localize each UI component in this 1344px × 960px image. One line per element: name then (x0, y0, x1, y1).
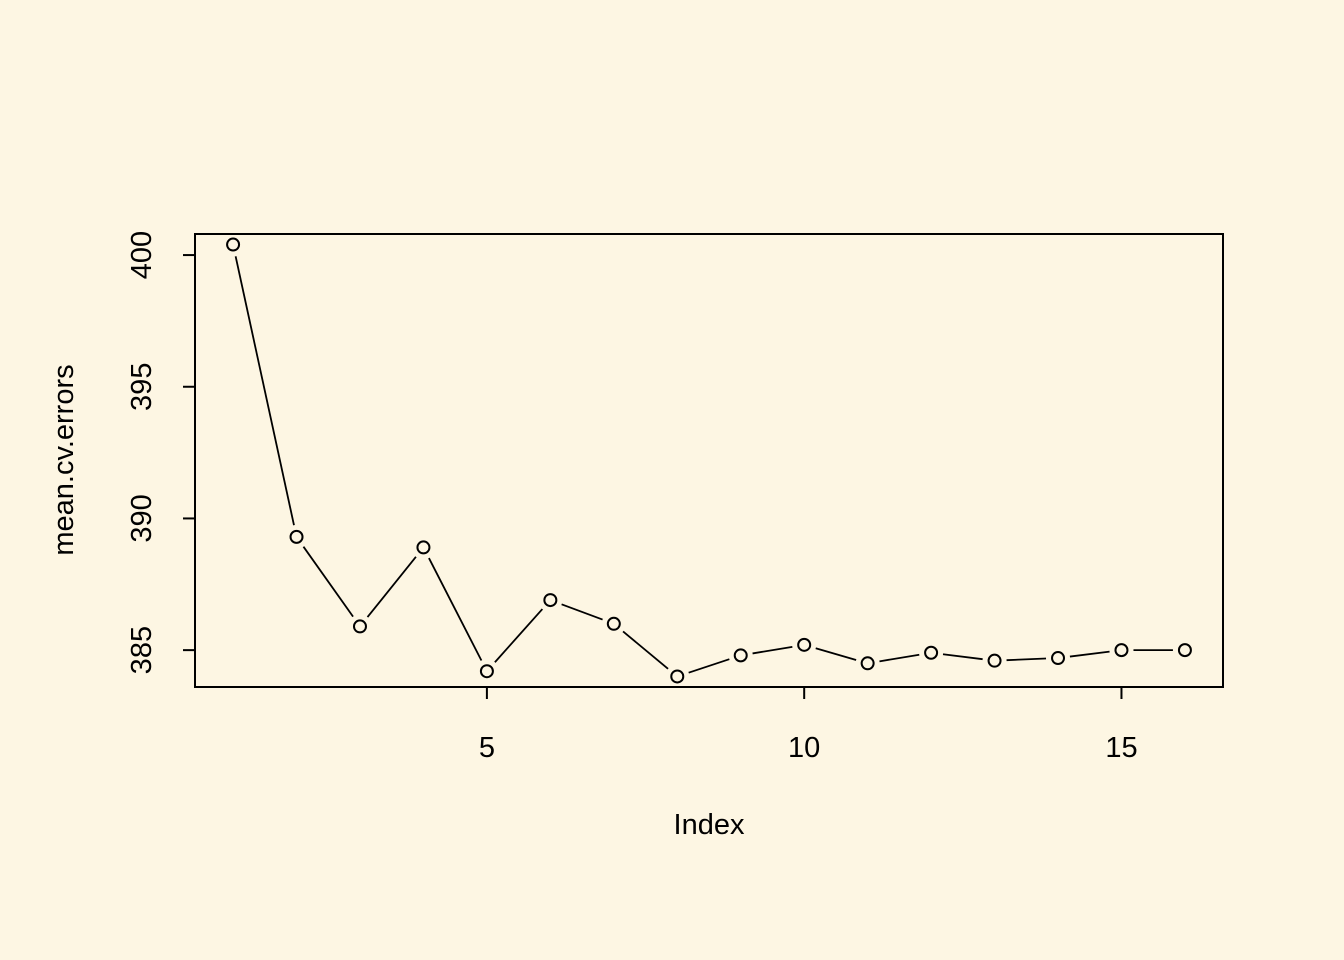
series-segment (879, 653, 920, 663)
series-segment (302, 546, 354, 618)
x-tick-label: 10 (788, 732, 820, 764)
series-layer (226, 237, 1192, 684)
series-segment (428, 557, 483, 661)
data-point (1177, 643, 1192, 658)
x-tick-label: 15 (1105, 732, 1137, 764)
data-point (670, 669, 685, 684)
data-point (1051, 651, 1066, 666)
series-segment (622, 630, 669, 670)
y-tick-label: 385 (126, 626, 158, 674)
series-segment (1069, 650, 1110, 658)
data-point (1114, 643, 1129, 658)
data-point (924, 645, 939, 660)
data-point (987, 653, 1002, 668)
x-axis: 5 10 15 (479, 686, 1138, 764)
x-tick-label: 5 (479, 732, 495, 764)
data-point (479, 664, 494, 679)
series-segment (561, 603, 603, 621)
series-segment (942, 653, 983, 661)
series-segment (494, 608, 544, 663)
data-point (797, 637, 812, 652)
series-segment (1006, 657, 1047, 662)
data-point (733, 648, 748, 663)
y-axis-title: mean.cv.errors (48, 364, 80, 555)
series-segment (234, 256, 295, 526)
y-tick-label: 395 (126, 363, 158, 411)
series-segment (688, 658, 730, 674)
data-point (289, 529, 304, 544)
series-segment (752, 645, 793, 655)
series-segment (815, 647, 857, 661)
data-point (860, 656, 875, 671)
y-tick-label: 400 (126, 231, 158, 279)
data-point (226, 237, 241, 252)
data-point (606, 616, 621, 631)
y-axis: 385 390 395 400 (126, 231, 196, 674)
y-tick-label: 390 (126, 494, 158, 542)
data-point (352, 619, 367, 634)
series-segment (366, 556, 417, 618)
data-point (543, 593, 558, 608)
x-axis-title: Index (674, 809, 745, 841)
data-point (416, 540, 431, 555)
